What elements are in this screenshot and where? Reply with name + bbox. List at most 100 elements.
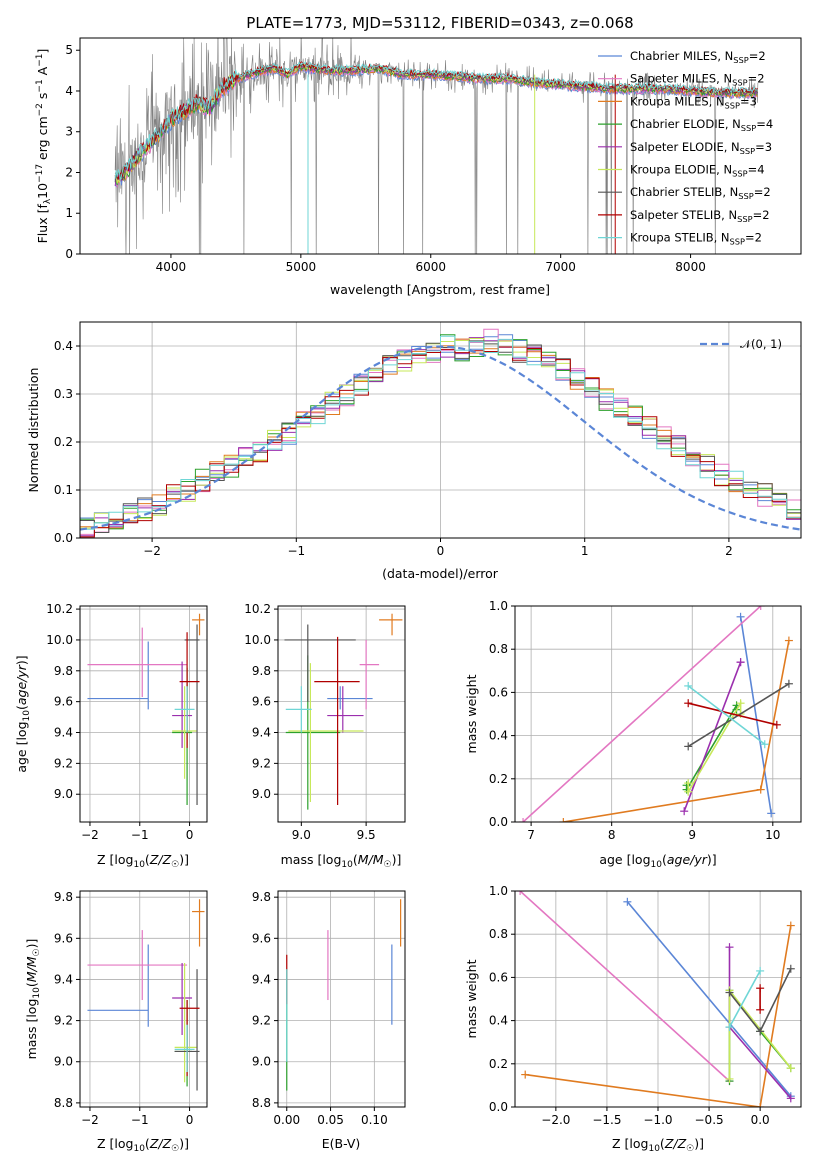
x-axis-label-part: (	[660, 1136, 665, 1151]
x-axis-label-part: )]	[392, 852, 402, 867]
x-axis-label-part: )]	[707, 852, 717, 867]
x-tick-label: 0	[437, 544, 445, 558]
y-tick-label: 5	[65, 43, 73, 57]
y-axis-label-part: ]	[35, 49, 50, 54]
axes-ebv-mass: 0.00 0.05 0.10 8.8 9.0 9.2 9.4 9.6 9.8 E(B-V)	[252, 890, 406, 1151]
y-tick-label: 10.2	[244, 602, 271, 616]
weight-line-kroupa_stelib	[687, 685, 766, 745]
y-tick-label: 0.8	[489, 642, 508, 656]
weight-line-chabrier_elodie	[685, 702, 738, 793]
y-axis-label-part: −2	[35, 103, 45, 116]
y-axis-label-part: −1	[35, 54, 45, 67]
y-tick-label: 8.8	[54, 1096, 73, 1110]
y-tick-label: 0.3	[54, 387, 73, 401]
x-axis-label-part: Z [log	[97, 852, 133, 867]
legend-label-part: =2	[753, 208, 770, 222]
y-tick-label: 0.8	[489, 927, 508, 941]
x-axis-label-part: M/M	[358, 852, 384, 867]
legend-label-part: =2	[745, 231, 762, 245]
x-axis-label-part: 10	[651, 860, 663, 870]
y-tick-label: 0.0	[54, 531, 73, 545]
legend-label-part: Kroupa ELODIE, N	[630, 163, 732, 177]
y-axis-label: age [log10(age/yr)]	[14, 655, 32, 772]
legend-label: 𝒩(0, 1)	[740, 337, 782, 351]
x-axis-label-part: )]	[694, 1136, 704, 1151]
legend-label-part: Chabrier ELODIE, N	[630, 117, 741, 131]
y-tick-label: 0.0	[489, 1100, 508, 1114]
x-axis-label-part: Z [log	[97, 1136, 133, 1151]
y-tick-label: 10.2	[46, 602, 73, 616]
x-axis-label: mass [log10(M/M☉)]	[281, 852, 402, 870]
y-axis-label-part: age/yr	[14, 664, 29, 705]
weight-line-salpeter_miles	[522, 606, 762, 822]
legend-label-part: =2	[754, 185, 771, 199]
y-tick-label: 2	[65, 165, 73, 179]
legend-label-part: Salpeter STELIB, N	[630, 208, 737, 222]
x-axis-label-part: ☉	[686, 1144, 694, 1154]
plot-area	[284, 613, 403, 810]
legend-label-part: =3	[740, 94, 757, 108]
y-axis-label-part: −17	[35, 164, 45, 183]
legend-label-part: SSP	[733, 55, 748, 65]
legend-label: Kroupa STELIB, NSSP=2	[630, 231, 762, 247]
y-tick-label: 0.2	[489, 772, 508, 786]
x-tick-label: 0.00	[273, 1113, 300, 1127]
weight-line-salpeter_miles	[519, 891, 731, 1082]
y-tick-label: 0.1	[54, 483, 73, 497]
x-axis-label: wavelength [Angstrom, rest frame]	[330, 282, 550, 297]
x-tick-label: −1	[287, 544, 305, 558]
y-tick-label: 9.4	[252, 726, 271, 740]
y-tick-label: 1.0	[489, 599, 508, 613]
y-axis-label-part: 10	[35, 183, 50, 199]
x-tick-label: 2	[725, 544, 733, 558]
weight-line-chabrier_miles	[739, 616, 772, 814]
weight-line-chabrier_miles	[626, 901, 792, 1097]
y-tick-label: 9.4	[54, 726, 73, 740]
axes-z-age: −2 −1 09.09.29.49.69.810.010.2Z [log10(Z/Z…	[14, 602, 208, 870]
legend-label-part: Salpeter MILES, N	[630, 72, 732, 86]
x-tick-label: 0	[186, 828, 194, 842]
legend-label: Kroupa ELODIE, NSSP=4	[630, 163, 765, 179]
x-axis-label: (data-model)/error	[382, 566, 499, 581]
legend-label-part: SSP	[741, 123, 756, 133]
x-tick-label: 1	[581, 544, 589, 558]
x-tick-label: 8	[608, 828, 616, 842]
legend-label: Chabrier ELODIE, NSSP=4	[630, 117, 773, 133]
plot-area	[87, 613, 205, 806]
axes-mass-age: 9.0 9.5 9.0 9.2 9.4 9.6 9.8 10.0 10.2 mass [log10…	[244, 602, 406, 870]
x-tick-label: −2	[143, 544, 161, 558]
legend-label-part: Kroupa STELIB, N	[630, 231, 730, 245]
y-tick-label: 0.2	[489, 1057, 508, 1071]
y-tick-label: 9.2	[54, 1014, 73, 1028]
legend-label-part: SSP	[738, 191, 753, 201]
x-tick-label: −1.0	[643, 1113, 672, 1127]
y-axis-label: mass weight	[464, 959, 479, 1038]
y-tick-label: 9.0	[54, 787, 73, 801]
legend-label-part: SSP	[732, 169, 747, 179]
x-tick-label: 0	[186, 1113, 194, 1127]
x-tick-label: 7	[527, 828, 535, 842]
x-axis-label-part: Z [log	[612, 1136, 648, 1151]
legend-label-part: SSP	[730, 237, 745, 247]
y-axis-label: Normed distribution	[26, 368, 41, 493]
axes-frame	[514, 890, 802, 1108]
plot-area	[286, 899, 402, 1091]
x-tick-label: 0.10	[361, 1113, 388, 1127]
histogram-kroupa_stelib	[80, 335, 801, 530]
y-tick-label: 10.0	[46, 633, 73, 647]
y-tick-label: 9.6	[252, 931, 271, 945]
x-axis-label: Z [log10(Z/Z☉)]	[97, 1136, 189, 1154]
plot-area	[114, 38, 759, 254]
legend-label: Salpeter MILES, NSSP=2	[630, 72, 765, 88]
x-tick-label: 9.0	[292, 828, 311, 842]
y-tick-label: 9.0	[54, 1055, 73, 1069]
y-tick-label: 9.8	[54, 890, 73, 904]
y-axis-label: mass weight	[464, 674, 479, 753]
y-tick-label: 9.6	[252, 695, 271, 709]
x-axis-label: E(B-V)	[322, 1136, 361, 1151]
y-axis-label-part: (	[14, 705, 29, 710]
legend-label-part: =4	[748, 163, 765, 177]
x-axis-label-part: ☉	[171, 1144, 179, 1154]
axes-spectrum: 4000 5000 6000 7000 8000 0 1 2 3 4 5 Chabrier MILES…	[35, 14, 802, 297]
x-tick-label: −2	[81, 828, 99, 842]
